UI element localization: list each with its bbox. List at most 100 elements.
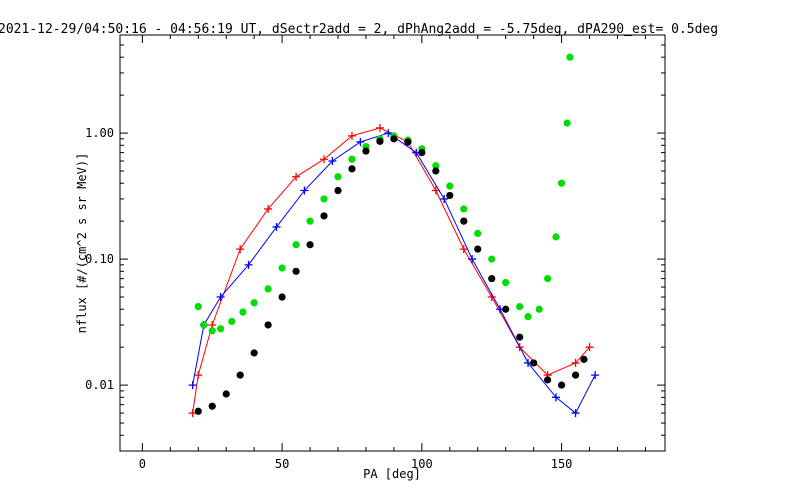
data-point (468, 255, 477, 264)
data-point (222, 390, 230, 398)
data-point (446, 182, 454, 190)
data-point (524, 312, 532, 321)
data-point (208, 327, 216, 335)
data-point (217, 325, 225, 333)
data-point (488, 255, 496, 263)
data-point (390, 135, 398, 143)
x-tick-label: 0 (139, 457, 146, 471)
plot-frame (119, 34, 666, 452)
data-point (571, 371, 580, 379)
data-point (460, 205, 468, 213)
data-point (580, 355, 588, 363)
data-point (320, 195, 328, 203)
x-tick-label: 150 (551, 457, 573, 471)
data-point (194, 407, 202, 415)
series-line (192, 132, 596, 414)
data-point (431, 186, 440, 195)
series-line (192, 127, 590, 414)
data-point (208, 402, 216, 410)
series-3 (194, 135, 588, 415)
data-point (446, 191, 454, 200)
data-point (544, 275, 552, 283)
axes-layer: 0 50 100 150 0.01 0.10 1.00 (85, 34, 665, 471)
data-point (474, 245, 482, 253)
data-point (334, 186, 342, 195)
data-point (557, 179, 566, 187)
data-point (440, 194, 449, 203)
data-point (591, 371, 600, 380)
data-point (384, 129, 393, 138)
y-tick-label: 0.10 (85, 252, 114, 266)
data-point (216, 293, 225, 302)
data-point (516, 333, 524, 341)
data-point (348, 155, 356, 163)
chart-title: 2021-12-29/04:50:16 - 04:56:19 UT, dSect… (0, 22, 718, 37)
data-point (347, 131, 356, 140)
data-point (460, 217, 468, 225)
data-point (320, 212, 328, 220)
series-2 (194, 53, 574, 335)
x-tick-label: 50 (275, 457, 289, 471)
data-point (200, 321, 208, 329)
data-point (557, 381, 566, 389)
y-tick-label: 0.01 (85, 378, 114, 392)
data-point (516, 302, 524, 311)
data-point (432, 162, 440, 170)
data-point (264, 204, 273, 213)
data-point (250, 349, 258, 357)
data-point (552, 393, 560, 402)
data-point (264, 321, 272, 329)
data-point (236, 371, 244, 379)
data-point (292, 267, 300, 275)
data-point (244, 260, 253, 269)
series-0 (188, 123, 594, 418)
data-point (264, 285, 272, 293)
data-point (188, 381, 197, 390)
data-point (194, 302, 202, 311)
data-point (459, 245, 468, 254)
data-point (306, 217, 314, 225)
x-tick-label: 100 (411, 457, 433, 471)
data-point (236, 245, 245, 254)
data-point (404, 138, 412, 146)
data-point (278, 293, 286, 301)
data-point (535, 305, 543, 313)
data-point (362, 147, 370, 155)
data-point (502, 279, 510, 287)
data-point (376, 137, 384, 145)
data-point (502, 305, 510, 313)
data-point (278, 264, 286, 272)
data-point (544, 376, 552, 384)
data-point (566, 53, 574, 61)
y-axis-label: nflux [#/(cm^2 s sr MeV)] (75, 153, 89, 334)
data-point (348, 165, 356, 173)
data-point (292, 172, 301, 181)
data-point (418, 148, 426, 157)
x-axis-label: PA [deg] (363, 467, 421, 481)
data-point (250, 299, 258, 307)
series-1 (188, 129, 600, 418)
series-layer (188, 53, 600, 418)
data-point (552, 233, 560, 241)
data-point (432, 167, 440, 175)
data-point (306, 241, 314, 249)
data-point (356, 137, 365, 146)
data-point (328, 157, 337, 166)
y-tick-label: 1.00 (85, 126, 114, 140)
data-point (228, 317, 236, 326)
data-point (563, 119, 571, 127)
data-point (474, 229, 482, 237)
data-point (334, 173, 342, 181)
data-point (239, 308, 247, 316)
data-point (585, 343, 594, 352)
data-point (375, 123, 384, 132)
data-point (571, 358, 580, 367)
data-point (320, 155, 329, 164)
data-point (194, 371, 203, 380)
data-point (571, 409, 580, 418)
data-point (488, 275, 496, 283)
data-point (300, 186, 309, 195)
data-point (272, 222, 281, 231)
data-point (530, 359, 538, 367)
